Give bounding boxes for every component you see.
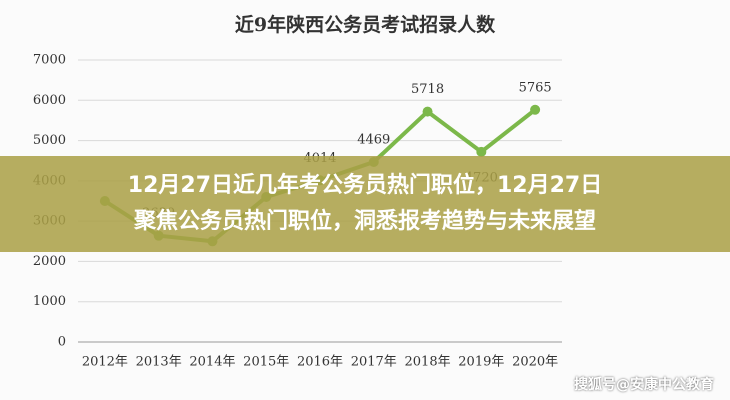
point <box>422 106 433 117</box>
x-tick-label: 2018年 <box>405 355 451 370</box>
watermark: 搜狐号@安康中公教育 <box>574 377 714 393</box>
x-tick-label: 2015年 <box>243 355 289 370</box>
x-tick-label: 2019年 <box>458 355 504 370</box>
x-tick-label: 2020年 <box>512 355 558 370</box>
x-tick-label: 2017年 <box>351 355 397 370</box>
x-tick-label: 2016年 <box>297 355 343 370</box>
data-label: 5765 <box>519 80 552 95</box>
y-tick-label: 5000 <box>33 133 66 148</box>
x-tick-label: 2013年 <box>136 355 182 370</box>
y-tick-label: 6000 <box>33 93 66 108</box>
data-label: 4469 <box>357 132 390 147</box>
x-tick-label: 2014年 <box>189 355 235 370</box>
chart-title: 近9年陕西公务员考试招录人数 <box>235 13 496 36</box>
y-tick-label: 7000 <box>33 53 66 68</box>
data-label: 5718 <box>411 82 444 97</box>
y-tick-label: 2000 <box>33 254 66 269</box>
y-tick-label: 1000 <box>33 294 66 309</box>
point <box>476 146 487 157</box>
y-tick-label: 0 <box>58 335 66 350</box>
overlay-line: 聚焦公务员热门职位，洞悉报考趋势与未来展望 <box>133 209 596 234</box>
point <box>530 104 541 115</box>
x-tick-label: 2012年 <box>82 355 128 370</box>
overlay-banner: 12月27日近几年考公务员热门职位，12月27日 聚焦公务员热门职位，洞悉报考趋… <box>0 156 730 252</box>
overlay-line: 12月27日近几年考公务员热门职位，12月27日 <box>127 173 603 198</box>
